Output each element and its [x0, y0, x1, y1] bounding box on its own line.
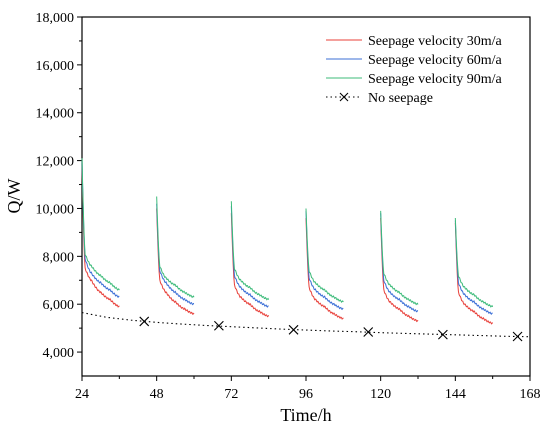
series-line-1	[305, 218, 344, 320]
series-line-2	[81, 160, 120, 299]
series-line-3	[380, 210, 419, 306]
y-tick-label: 8,000	[43, 250, 75, 265]
series-line-1	[454, 222, 494, 325]
series-line-3	[156, 196, 195, 299]
legend-label: Seepage velocity 30m/a	[368, 34, 503, 49]
x-axis: 24 48 72 96 120 144 168	[75, 376, 541, 402]
x-tick-label: 72	[224, 387, 238, 402]
series-layer	[81, 158, 531, 338]
marker-x	[512, 331, 523, 342]
legend-label: Seepage velocity 60m/a	[368, 53, 503, 68]
series-line-2	[305, 210, 344, 311]
y-tick-label: 12,000	[36, 155, 75, 170]
marker-x	[139, 316, 150, 327]
marker-x	[437, 329, 448, 340]
legend: Seepage velocity 30m/a Seepage velocity 6…	[326, 34, 503, 106]
series-line-2	[156, 203, 195, 306]
x-tick-label: 168	[520, 387, 541, 402]
y-tick-label: 18,000	[36, 11, 75, 26]
y-tick-label: 16,000	[36, 59, 75, 74]
series-line-1	[156, 208, 195, 316]
series-line-3	[230, 201, 270, 301]
series-line-2	[380, 213, 419, 313]
series-line-1	[230, 213, 270, 318]
series-line-1	[81, 165, 120, 308]
x-tick-label: 96	[299, 387, 313, 402]
y-axis-title: Q/W	[4, 179, 24, 214]
series-line-1	[380, 218, 419, 323]
x-tick-label: 24	[75, 387, 89, 402]
legend-label: Seepage velocity 90m/a	[368, 72, 503, 87]
series-line-no-seepage	[81, 312, 531, 338]
y-tick-label: 10,000	[36, 202, 75, 217]
y-tick-label: 6,000	[43, 298, 75, 313]
series-line-3	[305, 208, 344, 304]
legend-label: No seepage	[368, 91, 433, 106]
x-axis-title: Time/h	[280, 405, 331, 425]
series-line-2	[454, 220, 493, 315]
series-line-3	[81, 158, 120, 291]
x-tick-label: 144	[445, 387, 466, 402]
y-axis: 4,000 6,000 8,000 10,000 12,000 14,000 16,000 1…	[36, 11, 82, 361]
legend-marker	[339, 92, 349, 102]
series-line-2	[230, 206, 269, 308]
marker-x	[363, 327, 374, 337]
marker-x	[213, 320, 224, 331]
x-tick-label: 48	[150, 387, 164, 402]
y-tick-label: 14,000	[36, 107, 75, 122]
series-line-3	[454, 218, 494, 308]
marker-x	[288, 324, 299, 335]
marker-layer	[139, 316, 523, 342]
y-tick-label: 4,000	[43, 346, 75, 361]
x-tick-label: 120	[370, 387, 391, 402]
